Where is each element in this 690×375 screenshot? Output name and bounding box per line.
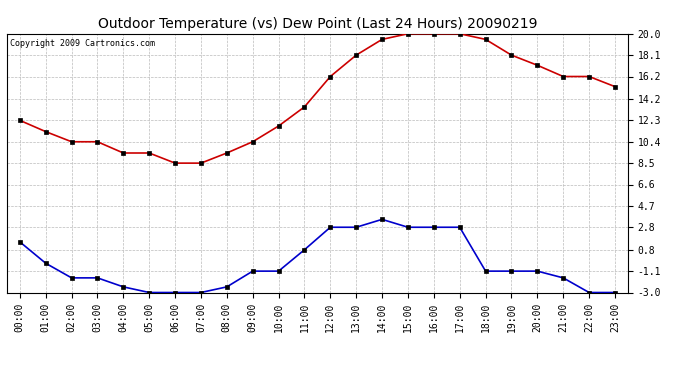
Text: Copyright 2009 Cartronics.com: Copyright 2009 Cartronics.com [10,39,155,48]
Title: Outdoor Temperature (vs) Dew Point (Last 24 Hours) 20090219: Outdoor Temperature (vs) Dew Point (Last… [98,17,537,31]
